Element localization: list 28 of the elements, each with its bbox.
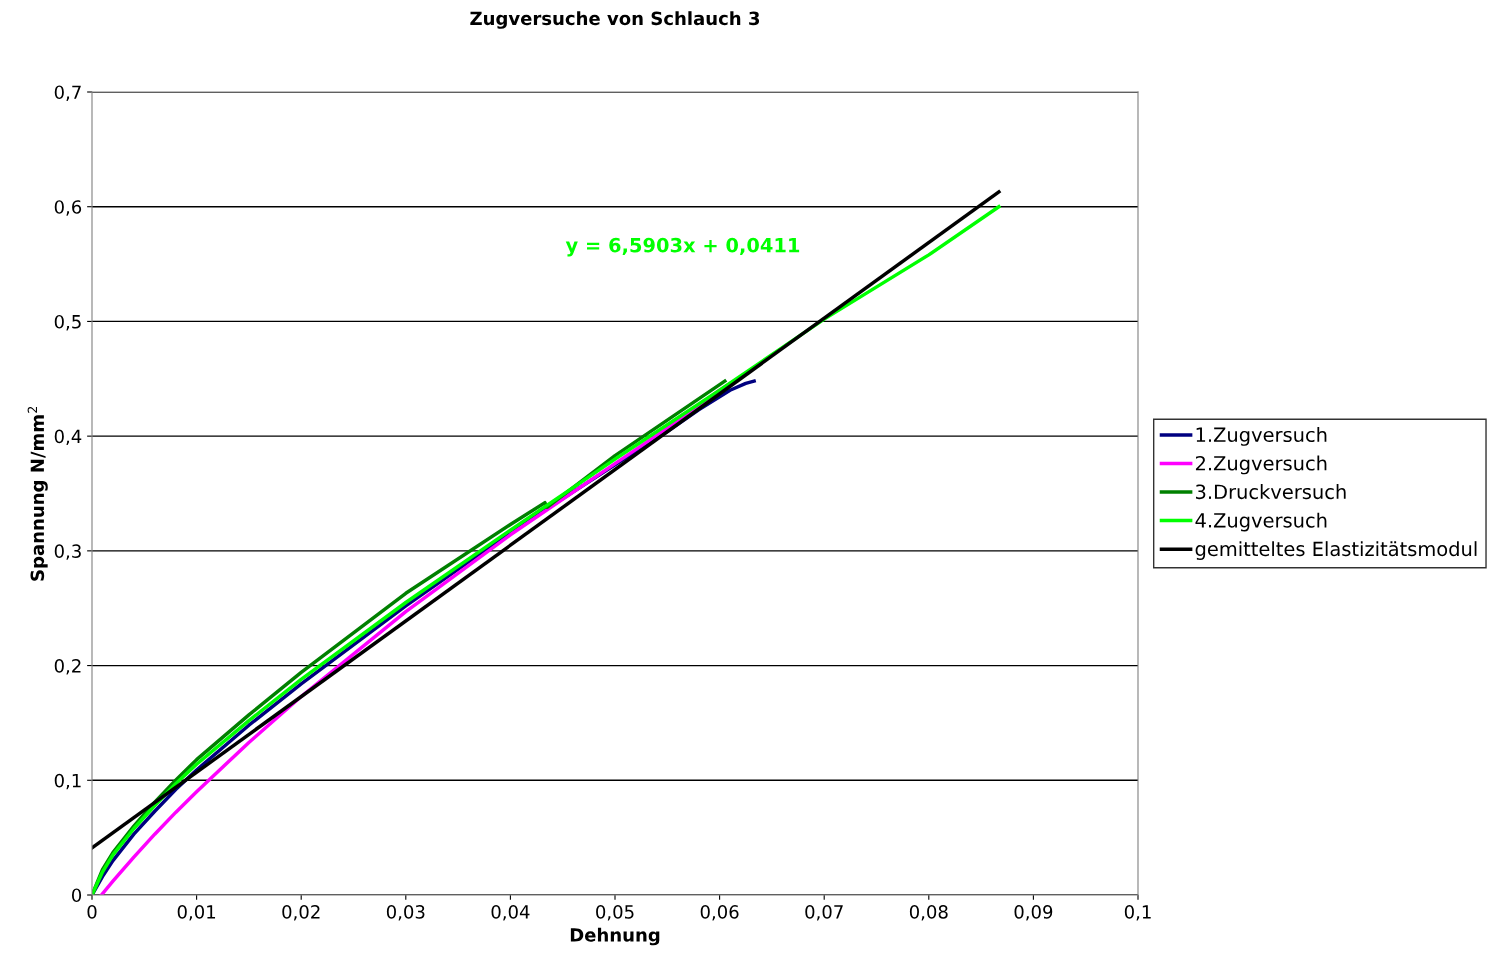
legend-label: 4.Zugversuch — [1195, 512, 1327, 532]
x-tick-label: 0,07 — [805, 905, 843, 921]
x-tick-label: 0,1 — [1124, 905, 1151, 921]
y-tick-label: 0,1 — [54, 773, 81, 790]
x-tick-label: 0,06 — [700, 905, 739, 921]
y-tick-label: 0,3 — [54, 544, 81, 560]
legend-label: gemitteltes Elastizitätsmodul — [1195, 541, 1477, 560]
x-tick-label: 0,08 — [909, 905, 948, 921]
y-axis-title: Spannung N/mm$^{2}$ — [27, 406, 48, 581]
x-axis-title: Dehnung — [570, 927, 660, 946]
y-tick-label: 0 — [71, 888, 82, 903]
x-tick-label: 0,03 — [386, 905, 425, 921]
y-tick-label: 0,4 — [54, 429, 82, 446]
x-tick-label: 0 — [87, 905, 97, 919]
legend-label: 1.Zugversuch — [1196, 427, 1327, 446]
x-tick-label: 0,01 — [177, 905, 216, 921]
legend-label: 2.Zugversuch — [1195, 455, 1327, 475]
legend-label: 3.Druckversuch — [1196, 484, 1346, 500]
y-tick-label: 0,6 — [54, 200, 82, 216]
y-tick-label: 0,5 — [54, 314, 81, 331]
x-tick-label: 0,09 — [1014, 905, 1053, 921]
y-tick-label: 0,2 — [54, 659, 81, 675]
x-tick-label: 0,05 — [596, 905, 634, 921]
chart-title: Zugversuche von Schlauch 3 — [470, 11, 760, 29]
x-tick-label: 0,04 — [491, 905, 530, 921]
y-tick-label: 0,7 — [54, 85, 81, 101]
annotation: y = 6,5903x + 0,0411 — [565, 237, 800, 257]
x-tick-label: 0,02 — [282, 905, 320, 921]
